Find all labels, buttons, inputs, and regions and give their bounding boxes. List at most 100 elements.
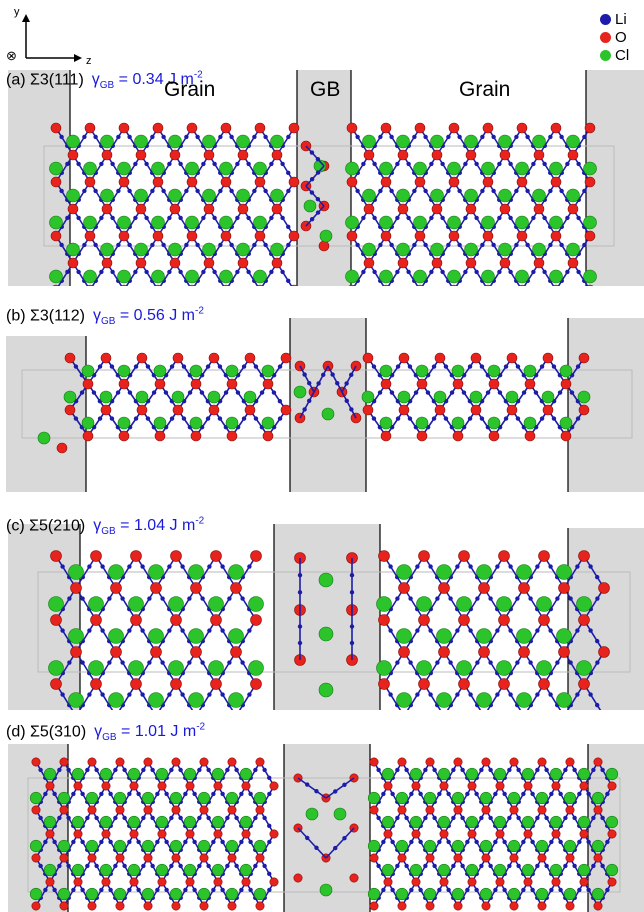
- li-o-bond: [583, 619, 605, 653]
- o-atom: [418, 614, 430, 626]
- li-atom: [229, 134, 234, 140]
- o-atom: [416, 378, 428, 390]
- li-atom: [595, 702, 600, 708]
- li-atom: [97, 364, 103, 369]
- o-atom: [567, 257, 579, 269]
- cl-atom: [135, 390, 149, 404]
- li-atom: [286, 134, 291, 140]
- li-atom: [110, 269, 115, 275]
- axis-z-label: z: [86, 55, 92, 67]
- o-atom: [254, 176, 266, 188]
- o-atom: [241, 829, 251, 839]
- li-atom: [164, 839, 169, 845]
- li-atom: [361, 269, 366, 275]
- li-atom: [465, 839, 470, 845]
- cl-atom: [127, 767, 141, 781]
- cl-atom: [168, 134, 182, 149]
- cl-atom: [433, 390, 447, 404]
- cl-atom: [381, 863, 395, 877]
- li-o-bond: [538, 181, 557, 210]
- li-atom: [71, 887, 76, 893]
- cl-atom: [49, 269, 63, 284]
- li-o-bond: [191, 154, 210, 183]
- li-atom: [491, 188, 496, 194]
- li-o-bond: [463, 587, 485, 621]
- cl-atom: [202, 242, 216, 257]
- li-o-bond: [402, 181, 421, 210]
- panel-b: (b) Σ3(112) γGB = 0.56 J m-2: [0, 296, 644, 496]
- o-atom: [171, 901, 181, 911]
- o-atom: [101, 203, 113, 215]
- li-atom: [57, 767, 62, 773]
- cl-atom: [127, 863, 141, 877]
- li-o-bond: [305, 165, 325, 187]
- o-atom: [482, 176, 494, 188]
- li-o-bond: [242, 262, 259, 286]
- li-o-bond: [276, 154, 295, 183]
- li-atom: [107, 660, 112, 665]
- cl-atom: [493, 767, 507, 781]
- cl-atom: [605, 767, 619, 781]
- li-o-bond: [583, 555, 605, 589]
- li-atom: [235, 390, 241, 395]
- li-atom: [474, 215, 479, 221]
- li-o-bond: [161, 785, 177, 811]
- li-o-bond: [485, 857, 501, 883]
- o-atom: [578, 352, 590, 364]
- o-atom: [67, 203, 79, 215]
- cl-atom: [208, 596, 224, 612]
- o-atom: [558, 646, 570, 658]
- cl-atom: [379, 215, 393, 230]
- li-atom: [217, 364, 223, 369]
- li-o-bond: [563, 651, 585, 685]
- cl-atom: [566, 242, 580, 257]
- o-atom: [143, 853, 153, 863]
- li-atom: [234, 767, 239, 773]
- li-atom: [508, 564, 513, 569]
- cl-atom: [71, 863, 85, 877]
- li-atom: [141, 815, 146, 821]
- cl-atom: [185, 269, 199, 284]
- li-atom: [449, 390, 455, 395]
- li-atom: [184, 242, 189, 248]
- li-atom: [548, 692, 553, 697]
- o-atom: [186, 230, 198, 242]
- li-o-bond: [521, 181, 540, 210]
- li-o-bond: [189, 881, 205, 907]
- o-atom: [362, 352, 374, 364]
- o-atom: [290, 284, 298, 286]
- li-atom: [253, 416, 259, 421]
- li-o-bond: [373, 785, 389, 811]
- li-o-bond: [155, 587, 177, 621]
- li-o-bond: [572, 154, 591, 183]
- li-o-bond: [521, 127, 540, 156]
- li-o-bond: [175, 761, 191, 787]
- li-atom: [542, 161, 547, 167]
- o-atom: [185, 829, 195, 839]
- li-atom: [235, 161, 240, 167]
- li-o-bond: [387, 857, 403, 883]
- axis-y-label: y: [14, 6, 20, 18]
- li-atom: [67, 660, 72, 665]
- o-atom: [593, 805, 603, 815]
- li-o-bond: [77, 833, 93, 859]
- o-atom: [431, 149, 443, 161]
- o-atom: [118, 122, 130, 134]
- li-o-bond: [572, 127, 591, 156]
- li-atom: [395, 596, 400, 601]
- cl-atom: [128, 660, 144, 676]
- cl-atom: [496, 660, 512, 676]
- li-o-bond: [133, 761, 149, 787]
- li-o-bond: [569, 857, 585, 883]
- li-o-bond: [313, 365, 329, 393]
- li-atom: [568, 660, 573, 665]
- li-atom: [586, 839, 591, 845]
- o-atom: [414, 176, 426, 188]
- li-atom: [87, 564, 92, 569]
- cl-atom: [83, 269, 97, 284]
- o-atom: [380, 230, 392, 242]
- li-o-bond: [225, 154, 244, 183]
- o-atom: [478, 582, 490, 594]
- o-atom: [241, 781, 251, 791]
- li-o-bond: [463, 619, 485, 653]
